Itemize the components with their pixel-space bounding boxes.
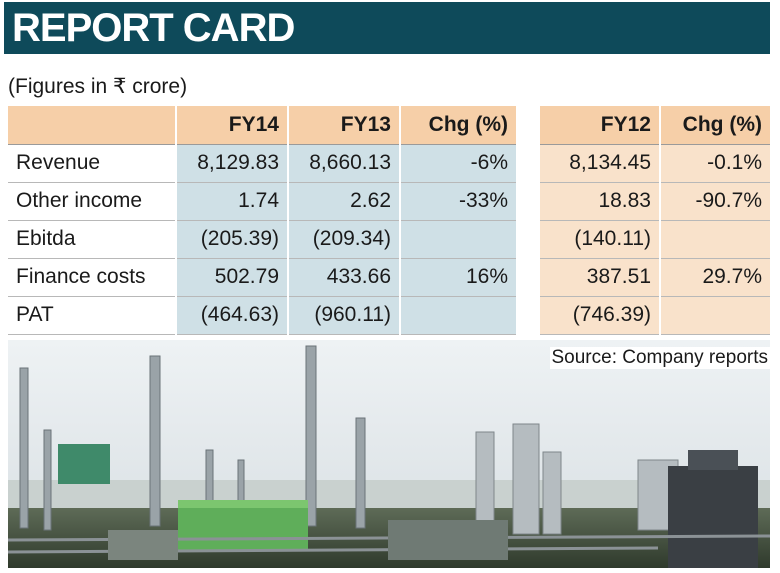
cell-chg: 16% — [399, 258, 516, 297]
cell-chg: -6% — [399, 144, 516, 183]
report-card-banner: REPORT CARD — [4, 2, 770, 54]
cell-fy12: 8,134.45 — [540, 144, 660, 183]
cell-chg-fy12 — [659, 220, 770, 259]
report-table: FY14 FY13 Chg (%) FY12 Chg (%) Revenue 8… — [8, 106, 770, 335]
table-row: Other income 1.74 2.62 -33% 18.83 -90.7% — [8, 182, 770, 221]
cell-fy12: 387.51 — [540, 258, 660, 297]
refinery-photo — [8, 340, 770, 568]
cell-fy14: 8,129.83 — [175, 144, 288, 183]
cell-fy12: (746.39) — [540, 296, 660, 335]
cell-chg-fy12: 29.7% — [659, 258, 770, 297]
cell-fy13: 433.66 — [287, 258, 400, 297]
table-header-row: FY14 FY13 Chg (%) FY12 Chg (%) — [8, 106, 770, 145]
cell-fy13: (960.11) — [287, 296, 400, 335]
column-gap — [516, 220, 540, 258]
refinery-illustration — [8, 340, 770, 568]
column-gap — [516, 258, 540, 296]
cell-chg-fy12 — [659, 296, 770, 335]
cell-fy14: 1.74 — [175, 182, 288, 221]
cell-fy14: (205.39) — [175, 220, 288, 259]
cell-chg-fy12: -90.7% — [659, 182, 770, 221]
cell-fy12: 18.83 — [540, 182, 660, 221]
row-label: Other income — [8, 182, 176, 221]
cell-chg — [399, 296, 516, 335]
cell-fy14: (464.63) — [175, 296, 288, 335]
header-chg: Chg (%) — [399, 106, 516, 145]
page-title: REPORT CARD — [12, 6, 295, 50]
table-row: PAT (464.63) (960.11) (746.39) — [8, 296, 770, 335]
header-fy13: FY13 — [287, 106, 400, 145]
column-gap — [516, 106, 540, 144]
header-chg-fy12: Chg (%) — [659, 106, 770, 145]
cell-fy12: (140.11) — [540, 220, 660, 259]
column-gap — [516, 296, 540, 334]
column-gap — [516, 144, 540, 182]
header-label-cell — [8, 106, 176, 145]
cell-fy14: 502.79 — [175, 258, 288, 297]
source-note: Source: Company reports — [549, 347, 770, 369]
table-row: Finance costs 502.79 433.66 16% 387.51 2… — [8, 258, 770, 297]
row-label: PAT — [8, 296, 176, 335]
row-label: Revenue — [8, 144, 176, 183]
table-row: Revenue 8,129.83 8,660.13 -6% 8,134.45 -… — [8, 144, 770, 183]
cell-fy13: 2.62 — [287, 182, 400, 221]
cell-fy13: (209.34) — [287, 220, 400, 259]
column-gap — [516, 182, 540, 220]
figures-unit-note: (Figures in ₹ crore) — [8, 75, 188, 98]
cell-fy13: 8,660.13 — [287, 144, 400, 183]
header-fy14: FY14 — [175, 106, 288, 145]
table-row: Ebitda (205.39) (209.34) (140.11) — [8, 220, 770, 259]
row-label: Finance costs — [8, 258, 176, 297]
cell-chg — [399, 220, 516, 259]
row-label: Ebitda — [8, 220, 176, 259]
cell-chg-fy12: -0.1% — [659, 144, 770, 183]
cell-chg: -33% — [399, 182, 516, 221]
header-fy12: FY12 — [540, 106, 660, 145]
